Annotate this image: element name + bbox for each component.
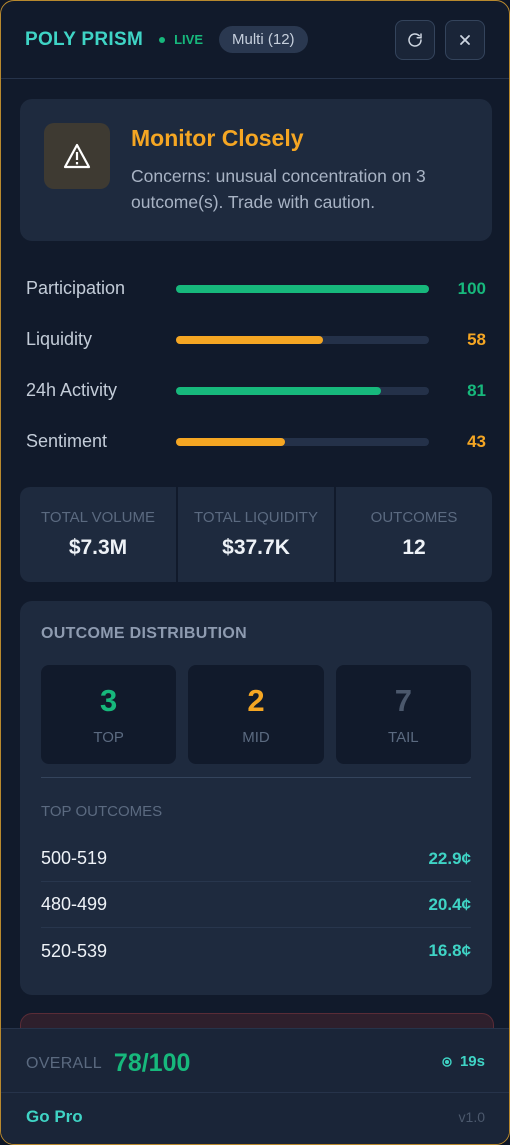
- tier-count: 3: [100, 683, 118, 718]
- stat-cell: OUTCOMES 12: [336, 487, 492, 582]
- metric-row: Sentiment 43: [26, 416, 486, 467]
- stat-label: TOTAL LIQUIDITY: [194, 509, 318, 526]
- refresh-button[interactable]: [395, 19, 435, 60]
- metric-row: Liquidity 58: [26, 314, 486, 365]
- brand-title: POLY PRISM: [25, 28, 144, 50]
- metric-value: 43: [467, 431, 486, 451]
- metric-bar-track: [176, 335, 429, 344]
- live-dot-icon: [159, 36, 166, 43]
- go-pro-link[interactable]: Go Pro: [26, 1107, 83, 1126]
- overall-label: OVERALL: [26, 1054, 102, 1072]
- outcome-name: 500-519: [41, 848, 108, 868]
- outcome-price: 16.8¢: [428, 941, 471, 960]
- top-outcomes-label: TOP OUTCOMES: [41, 803, 163, 820]
- warning-icon-box: [44, 123, 110, 189]
- refresh-timer: 19s: [442, 1053, 485, 1070]
- market-type-badge: Multi (12): [219, 26, 308, 53]
- outcome-distribution-card: OUTCOME DISTRIBUTION 3 TOP 2 MID 7 TAIL TOP O…: [20, 601, 492, 995]
- tier-count: 2: [247, 683, 265, 718]
- stat-cell: TOTAL LIQUIDITY $37.7K: [178, 487, 336, 582]
- tier-box-mid: 2 MID: [188, 665, 324, 764]
- metric-bar-fill: [176, 437, 285, 446]
- outcome-row[interactable]: 480-499 20.4¢: [41, 882, 471, 928]
- stat-cell: TOTAL VOLUME $7.3M: [20, 487, 178, 582]
- overall-score: OVERALL 78/100: [26, 1049, 190, 1078]
- metric-row: Participation 100: [26, 263, 486, 314]
- stat-label: TOTAL VOLUME: [41, 509, 155, 526]
- tier-box-top: 3 TOP: [41, 665, 177, 764]
- tier-label: TAIL: [388, 729, 419, 746]
- radio-dot-icon: [442, 1056, 452, 1067]
- metric-label: Liquidity: [26, 329, 93, 349]
- metric-value: 100: [457, 278, 486, 298]
- alert-message: Concerns: unusual concentration on 3 out…: [131, 166, 426, 212]
- footer-divider: [1, 1092, 509, 1093]
- refresh-icon: [408, 32, 422, 47]
- warning-icon: [63, 143, 91, 169]
- tier-boxes: 3 TOP 2 MID 7 TAIL: [41, 665, 471, 764]
- outcome-price: 20.4¢: [428, 894, 471, 914]
- metric-bar-track: [176, 437, 429, 446]
- live-label: LIVE: [174, 32, 204, 47]
- tier-box-tail: 7 TAIL: [335, 665, 471, 764]
- close-icon: [460, 34, 470, 45]
- metric-bar-track: [176, 284, 429, 293]
- metric-bar-fill: [176, 284, 429, 293]
- tier-label: MID: [242, 729, 270, 746]
- outcome-price: 22.9¢: [428, 848, 471, 868]
- metric-value: 81: [467, 380, 486, 400]
- version-label: v1.0: [458, 1109, 485, 1125]
- metric-bar-track: [176, 386, 429, 395]
- stat-value: $37.7K: [222, 536, 290, 559]
- stat-value: $7.3M: [68, 536, 128, 559]
- outcome-name: 480-499: [41, 894, 108, 914]
- metric-label: 24h Activity: [26, 380, 118, 400]
- metric-bar-fill: [176, 386, 381, 395]
- metric-row: 24h Activity 81: [26, 365, 486, 416]
- stats-row: TOTAL VOLUME $7.3M TOTAL LIQUIDITY $37.7K OU…: [20, 487, 492, 582]
- metric-label: Participation: [26, 278, 126, 298]
- metrics-list: Participation 100 Liquidity 58 24h Activity 8…: [26, 263, 486, 467]
- metric-bar-fill: [176, 335, 323, 344]
- stat-value: 12: [402, 536, 426, 559]
- footer: OVERALL 78/100 19s Go Pro v1.0: [1, 1028, 509, 1144]
- outcome-row[interactable]: 520-539 16.8¢: [41, 928, 471, 974]
- metric-value: 58: [467, 329, 486, 349]
- stat-label: OUTCOMES: [370, 509, 458, 526]
- divider: [41, 777, 471, 778]
- distribution-title: OUTCOME DISTRIBUTION: [41, 625, 247, 642]
- outcome-row[interactable]: 500-519 22.9¢: [41, 836, 471, 882]
- top-outcomes-list: 500-519 22.9¢ 480-499 20.4¢ 520-539 16.8¢: [41, 836, 471, 974]
- header: POLY PRISM LIVE Multi (12): [1, 1, 509, 79]
- risk-alert-card: Monitor Closely Concerns: unusual concen…: [20, 99, 492, 241]
- alert-title: Monitor Closely: [131, 125, 304, 151]
- outcome-name: 520-539: [41, 940, 108, 961]
- overall-value: 78/100: [113, 1049, 191, 1077]
- close-button[interactable]: [445, 19, 485, 60]
- tier-count: 7: [394, 683, 412, 718]
- live-indicator: LIVE: [159, 32, 203, 47]
- metric-label: Sentiment: [26, 431, 108, 451]
- tier-label: TOP: [93, 729, 124, 746]
- timer-value: 19s: [459, 1053, 485, 1070]
